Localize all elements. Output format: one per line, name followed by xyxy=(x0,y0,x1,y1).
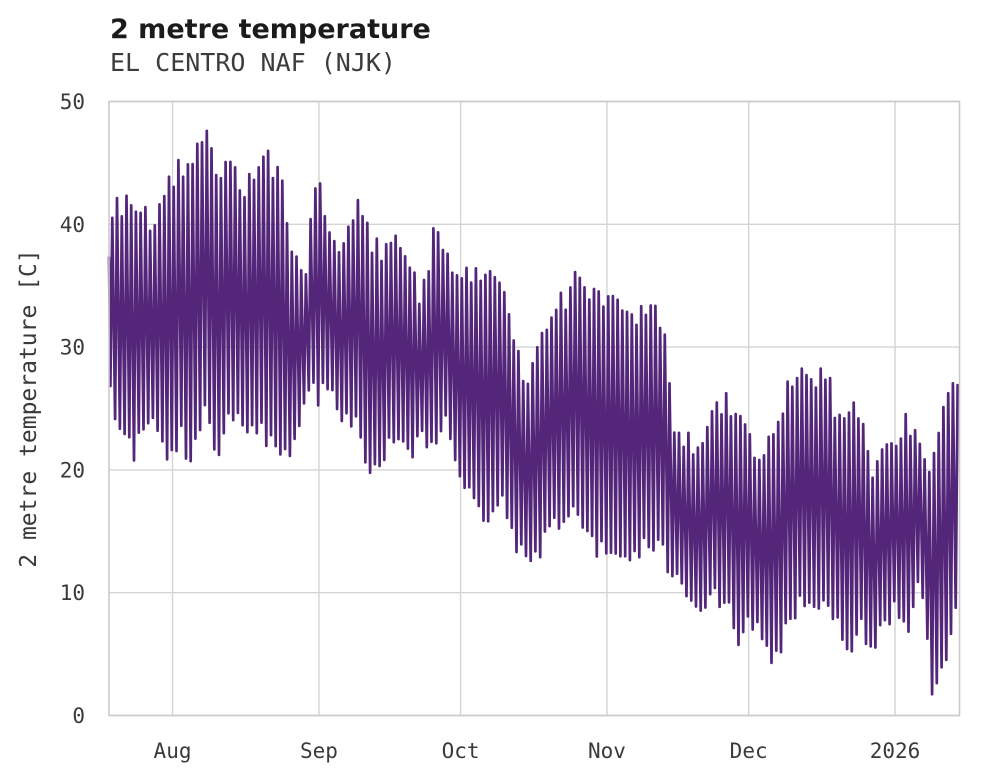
y-tick-label-0: 0 xyxy=(72,704,85,728)
x-tick-label-oct: Oct xyxy=(442,739,480,763)
y-tick-label-30: 30 xyxy=(60,336,85,360)
y-axis-label: 2 metre temperature [C] xyxy=(16,249,42,568)
y-tick-label-50: 50 xyxy=(60,90,85,114)
x-tick-label-nov: Nov xyxy=(588,739,626,763)
chart-title: 2 metre temperature xyxy=(110,14,431,45)
x-tick-label-aug: Aug xyxy=(154,739,192,763)
y-tick-label-40: 40 xyxy=(60,213,85,237)
chart-subtitle: EL CENTRO NAF (NJK) xyxy=(110,48,396,77)
y-tick-label-20: 20 xyxy=(60,458,85,482)
x-tick-label-sep: Sep xyxy=(300,739,338,763)
temperature-series-line xyxy=(107,129,959,696)
y-tick-label-10: 10 xyxy=(60,581,85,605)
x-tick-label-2026: 2026 xyxy=(870,739,921,763)
x-tick-label-dec: Dec xyxy=(730,739,768,763)
plot-frame xyxy=(108,100,961,717)
